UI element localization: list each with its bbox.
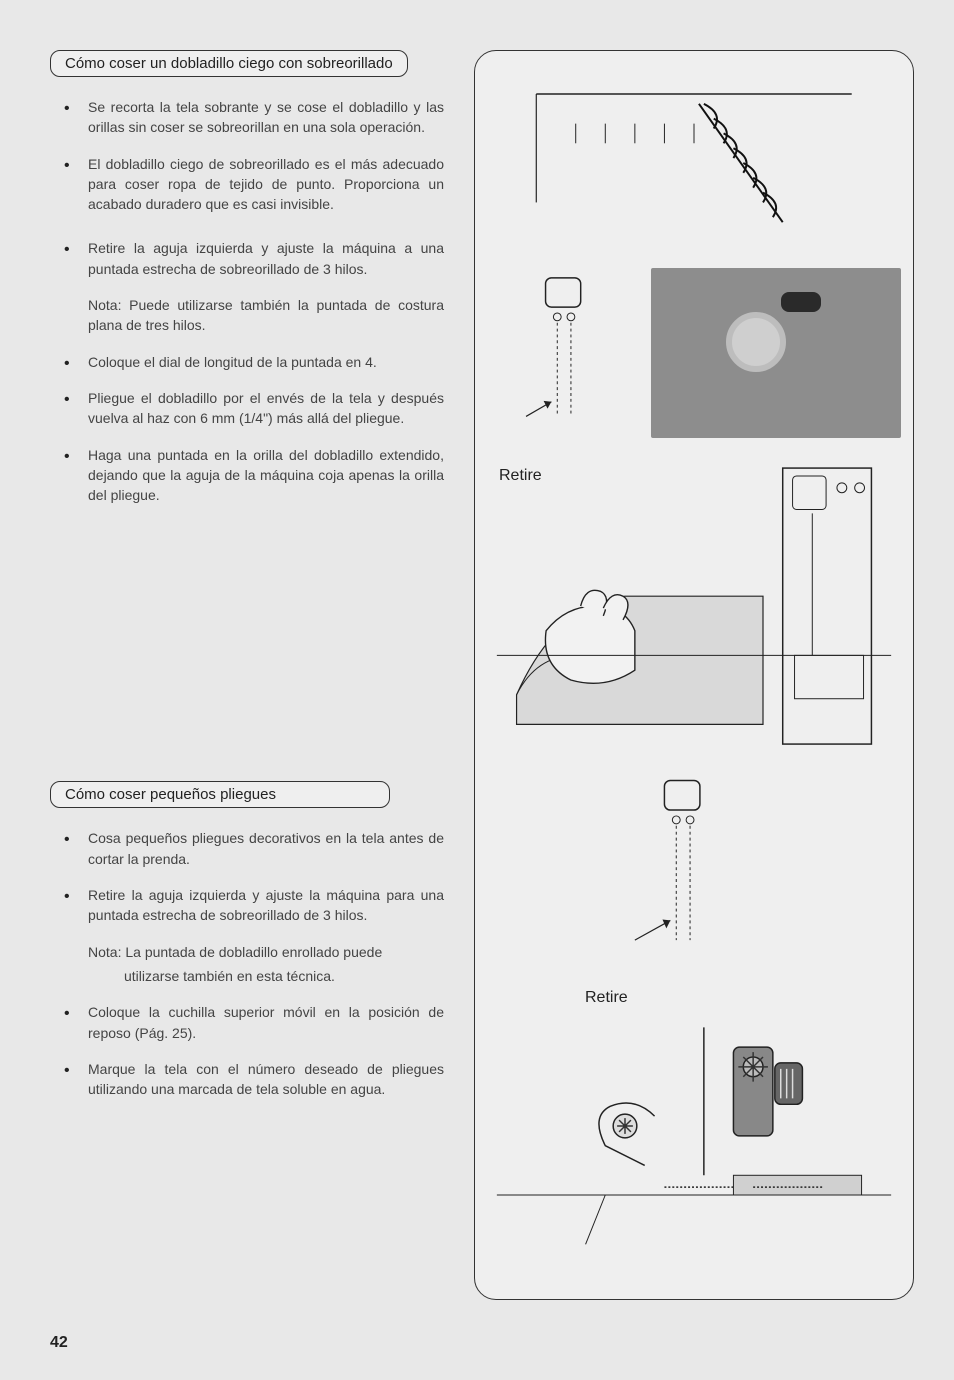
list-item: Retire la aguja izquierda y ajuste la má… (88, 885, 444, 926)
spacer (50, 521, 444, 781)
section1-note: Nota: Puede utilizarse también la puntad… (50, 295, 444, 336)
section2-note-l1: Nota: La puntada de dobladillo enrollado… (50, 942, 444, 962)
list-item: Se recorta la tela sobrante y se cose el… (88, 97, 444, 138)
list-item: Haga una puntada en la orilla del doblad… (88, 445, 444, 506)
list-item: Pliegue el dobladillo por el envés de la… (88, 388, 444, 429)
section2-note-l2: utilizarse también en esta técnica. (50, 966, 444, 986)
page-container: Cómo coser un dobladillo ciego con sobre… (50, 50, 914, 1300)
section1-title: Cómo coser un dobladillo ciego con sobre… (50, 50, 408, 77)
list-item: Coloque la cuchilla superior móvil en la… (88, 1002, 444, 1043)
list-item: Retire la aguja izquierda y ajuste la má… (88, 238, 444, 279)
section1-bullets-c: Coloque el dial de longitud de la puntad… (50, 352, 444, 506)
list-item: El dobladillo ciego de sobreorillado es … (88, 154, 444, 215)
section2-bullets: Cosa pequeños pliegues decorativos en la… (50, 828, 444, 925)
section1-bullets: Se recorta la tela sobrante y se cose el… (50, 97, 444, 214)
list-item: Marque la tela con el número deseado de … (88, 1059, 444, 1100)
figure-column: Retire (474, 50, 914, 1300)
figure-needle-remove-1 (487, 268, 643, 438)
figure-needle-dial-row (487, 268, 901, 438)
figure-fold-overlock (487, 63, 901, 263)
figure-hand-sewing (487, 456, 901, 766)
list-item: Cosa pequeños pliegues decorativos en la… (88, 828, 444, 869)
page-number: 42 (50, 1334, 68, 1352)
section1-bullets-b: Retire la aguja izquierda y ajuste la má… (50, 238, 444, 279)
figure-dial-photo (651, 268, 901, 438)
figure-cutter-rest (487, 996, 901, 1256)
section2-bullets-b: Coloque la cuchilla superior móvil en la… (50, 1002, 444, 1099)
figure-needle-remove-2 (487, 771, 901, 991)
section2-title: Cómo coser pequeños pliegues (50, 781, 390, 808)
figure-frame: Retire (474, 50, 914, 1300)
list-item: Coloque el dial de longitud de la puntad… (88, 352, 444, 372)
text-column: Cómo coser un dobladillo ciego con sobre… (50, 50, 454, 1300)
